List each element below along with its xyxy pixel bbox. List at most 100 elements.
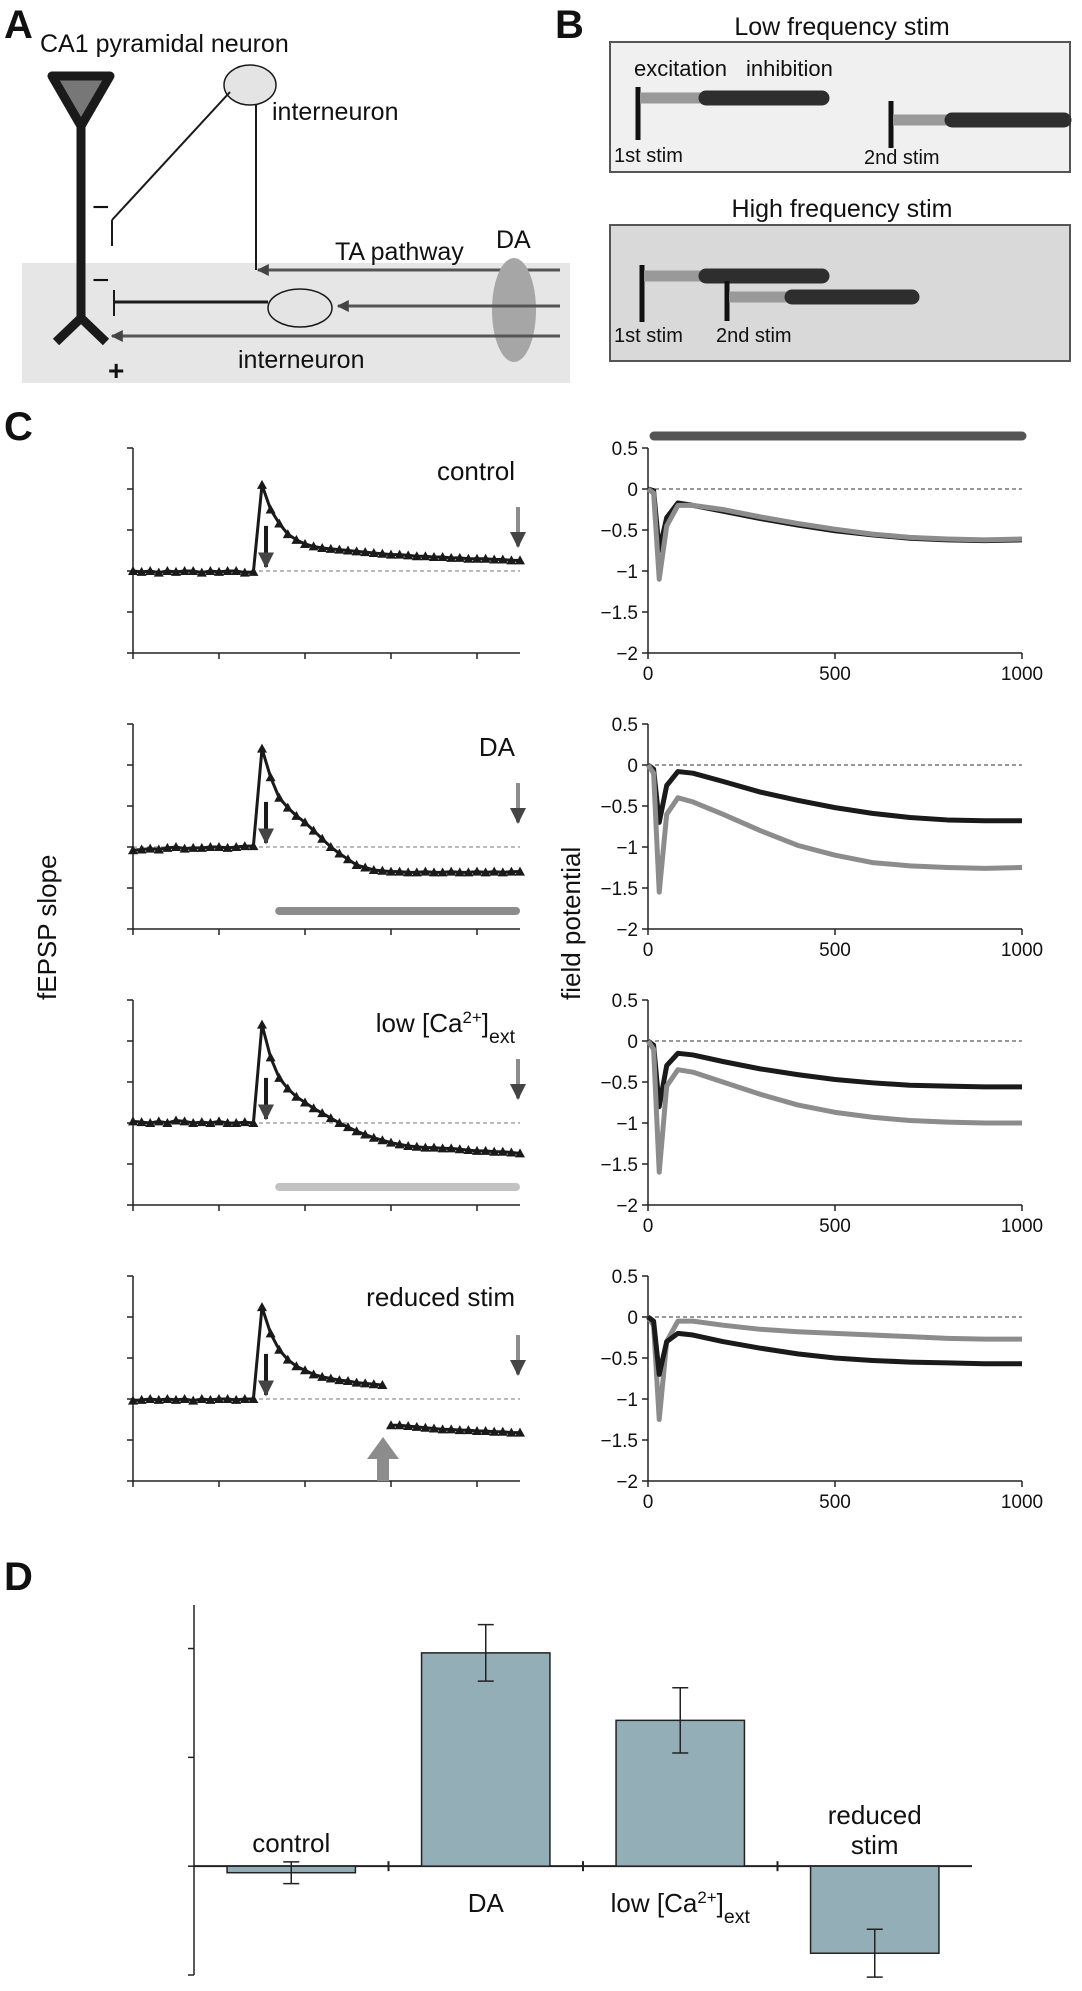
y-tick-label: −0.5 [600, 521, 638, 542]
y-tick-label: −0.5 [600, 1349, 638, 1370]
data-point [403, 867, 414, 877]
y-tick-label: −1.5 [600, 879, 638, 900]
data-point [343, 545, 353, 555]
data-point [368, 1132, 379, 1142]
y-tick-label: −2 [616, 920, 638, 941]
data-point [489, 554, 500, 564]
data-point [403, 1421, 414, 1431]
x-tick-label: 0 [643, 1216, 654, 1237]
data-point [386, 1137, 396, 1147]
data-point [377, 865, 388, 875]
data-point [128, 1116, 138, 1126]
y-tick-label: 0 [627, 1032, 638, 1053]
data-point [351, 1377, 362, 1387]
data-point [368, 547, 379, 557]
interneuron-bottom-soma [267, 288, 333, 328]
data-point [300, 817, 310, 827]
data-point [205, 566, 216, 575]
data-point [145, 843, 156, 853]
data-point [420, 1422, 431, 1432]
data-point [446, 1143, 457, 1153]
data-point [308, 825, 319, 835]
data-point [196, 1117, 207, 1127]
trace-2nd-hfs [645, 1039, 1022, 1175]
data-point [205, 1118, 216, 1127]
data-point [239, 841, 250, 851]
neuron-label: CA1 pyramidal neuron [40, 30, 289, 58]
data-point [472, 1425, 482, 1435]
data-point [188, 1118, 199, 1127]
y-tick-label: −2 [616, 644, 638, 665]
low-stim1-label: 1st stim [614, 145, 683, 167]
x-tick-label: 1000 [1001, 664, 1043, 685]
data-point [403, 550, 414, 560]
data-point [128, 845, 138, 855]
data-point [463, 553, 474, 563]
field-potential-plot-3: 0 500 1000 −2 −1.5 −1 −0.5 0 0.5 [600, 1267, 1043, 1513]
data-point [265, 1052, 276, 1062]
high-stim1-label: 1st stim [614, 325, 683, 347]
minus-sign-lower: − [92, 264, 110, 297]
y-tick-label: −0.5 [600, 797, 638, 818]
data-point [506, 1427, 517, 1437]
data-point [454, 552, 465, 562]
data-point [489, 866, 500, 876]
low-frequency-box [609, 41, 1071, 173]
data-point [188, 842, 199, 852]
data-point [257, 1019, 267, 1029]
field-potential-plot-0: 0 500 1000 −2 −1.5 −1 −0.5 0 0.5 [600, 431, 1043, 685]
data-point [386, 1420, 396, 1430]
data-point [437, 1143, 448, 1153]
data-point [351, 546, 362, 556]
data-point [377, 1380, 388, 1390]
data-point [274, 518, 285, 528]
data-point [282, 1083, 293, 1093]
data-point [214, 1116, 224, 1126]
trace-1st-hfs [646, 762, 1022, 825]
panel-a-letter: A [4, 3, 33, 47]
data-point [420, 866, 431, 876]
y-tick-label: −1.5 [600, 1155, 638, 1176]
data-point [515, 555, 525, 565]
data-point [179, 843, 190, 853]
data-point [360, 1378, 371, 1388]
data-point [308, 1369, 319, 1379]
data-point [153, 844, 164, 854]
data-point [162, 1394, 173, 1403]
data-point [368, 1379, 379, 1389]
data-point [188, 1395, 199, 1405]
data-point [214, 842, 224, 851]
trace-1st-hfs [646, 1038, 1022, 1110]
field-potential-plot-2: 0 500 1000 −2 −1.5 −1 −0.5 0 0.5 [600, 991, 1043, 1237]
y-tick-label: −1 [616, 1114, 638, 1135]
y-tick-label: 0 [627, 1308, 638, 1329]
data-point [214, 1394, 224, 1403]
data-point [325, 1113, 336, 1123]
data-point [403, 1140, 414, 1150]
bar-category-label: control [252, 1828, 330, 1858]
data-point [497, 867, 508, 877]
data-point [351, 1126, 362, 1136]
data-point [248, 566, 259, 576]
fepsp-trace [132, 1306, 383, 1403]
data-point [463, 1145, 474, 1155]
data-point [497, 554, 508, 564]
data-point [386, 549, 396, 559]
data-point [171, 842, 181, 851]
fepsp-trace [132, 748, 520, 874]
data-point [265, 1328, 276, 1338]
data-point [515, 1427, 525, 1437]
panel-c-letter: C [4, 405, 33, 449]
fepsp-plot-1: DA [127, 723, 526, 935]
data-point [429, 867, 439, 877]
data-point [153, 1394, 164, 1404]
minus-sign-upper: − [92, 191, 110, 224]
y-tick-label: −1 [616, 838, 638, 859]
data-point [411, 551, 422, 561]
low-frequency-title: Low frequency stim [734, 13, 949, 41]
bar-category-label: low [Ca2+]ext [611, 1888, 751, 1929]
data-point [394, 866, 405, 876]
data-point [472, 1145, 482, 1155]
data-point [360, 862, 371, 872]
y-tick-label: 0.5 [612, 715, 638, 736]
